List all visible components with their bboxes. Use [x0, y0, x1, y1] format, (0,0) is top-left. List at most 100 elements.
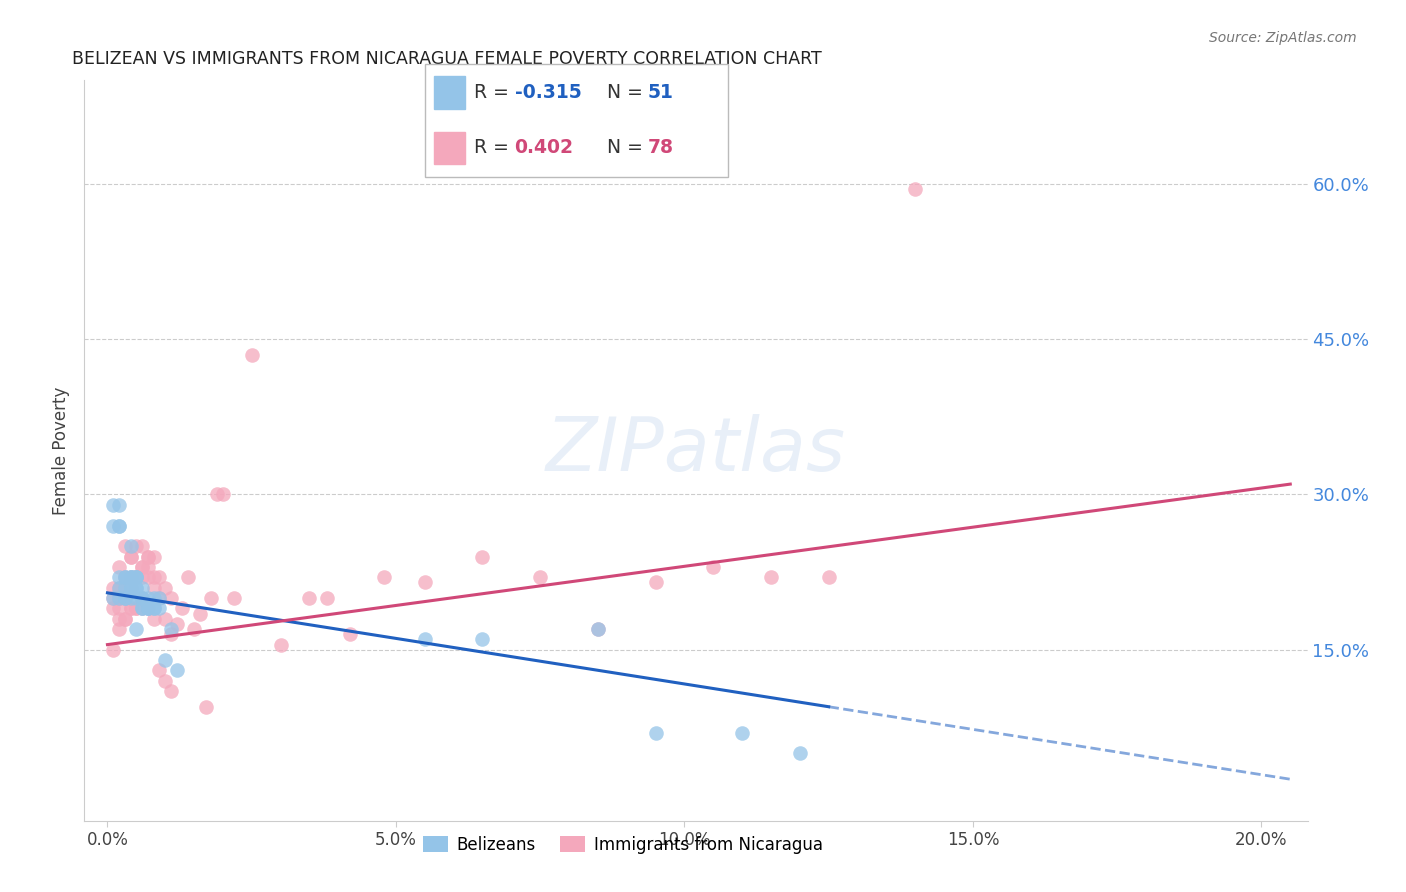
Point	[148, 591, 170, 605]
Point	[108, 518, 131, 533]
Point	[131, 560, 153, 574]
Point	[188, 607, 211, 621]
Point	[120, 581, 142, 595]
Point	[108, 591, 131, 605]
Point	[136, 570, 159, 584]
Point	[103, 518, 125, 533]
Point	[103, 498, 125, 512]
Bar	[434, 77, 465, 109]
Point	[136, 549, 159, 564]
Point	[125, 622, 148, 636]
Point	[125, 601, 148, 615]
Text: -0.315: -0.315	[515, 82, 581, 102]
Point	[103, 591, 125, 605]
Point	[131, 570, 153, 584]
Point	[120, 570, 142, 584]
Point	[114, 570, 136, 584]
Point	[125, 581, 148, 595]
Point	[153, 612, 176, 626]
Point	[142, 549, 165, 564]
Point	[211, 487, 233, 501]
Point	[120, 549, 142, 564]
Point	[644, 575, 666, 590]
Point	[904, 182, 927, 196]
Bar	[434, 132, 465, 164]
Point	[142, 601, 165, 615]
Text: BELIZEAN VS IMMIGRANTS FROM NICARAGUA FEMALE POVERTY CORRELATION CHART: BELIZEAN VS IMMIGRANTS FROM NICARAGUA FE…	[72, 50, 823, 68]
Point	[125, 570, 148, 584]
Point	[125, 570, 148, 584]
Text: R =: R =	[474, 138, 515, 157]
Point	[120, 570, 142, 584]
Point	[136, 591, 159, 605]
Point	[114, 570, 136, 584]
Point	[131, 601, 153, 615]
Point	[529, 570, 551, 584]
Point	[142, 581, 165, 595]
Point	[120, 539, 142, 553]
Point	[131, 591, 153, 605]
Point	[373, 570, 395, 584]
Point	[153, 581, 176, 595]
Point	[160, 627, 183, 641]
Point	[114, 612, 136, 626]
Point	[125, 570, 148, 584]
Point	[148, 591, 170, 605]
Point	[131, 591, 153, 605]
Point	[120, 570, 142, 584]
Text: R =: R =	[474, 82, 515, 102]
FancyBboxPatch shape	[425, 63, 728, 178]
Point	[108, 581, 131, 595]
Y-axis label: Female Poverty: Female Poverty	[52, 386, 70, 515]
Point	[114, 539, 136, 553]
Point	[108, 498, 131, 512]
Point	[789, 747, 811, 761]
Point	[125, 570, 148, 584]
Point	[298, 591, 321, 605]
Point	[142, 612, 165, 626]
Point	[114, 581, 136, 595]
Point	[108, 612, 131, 626]
Point	[120, 570, 142, 584]
Text: 51: 51	[648, 82, 673, 102]
Point	[142, 601, 165, 615]
Point	[114, 591, 136, 605]
Point	[108, 518, 131, 533]
Point	[586, 622, 609, 636]
Text: Source: ZipAtlas.com: Source: ZipAtlas.com	[1209, 31, 1357, 45]
Point	[131, 539, 153, 553]
Point	[103, 642, 125, 657]
Point	[166, 664, 188, 678]
Point	[817, 570, 839, 584]
Point	[103, 601, 125, 615]
Point	[148, 664, 170, 678]
Point	[413, 575, 436, 590]
Text: ZIPatlas: ZIPatlas	[546, 415, 846, 486]
Point	[142, 591, 165, 605]
Text: 78: 78	[648, 138, 673, 157]
Legend: Belizeans, Immigrants from Nicaragua: Belizeans, Immigrants from Nicaragua	[416, 829, 830, 861]
Point	[103, 581, 125, 595]
Point	[136, 549, 159, 564]
Point	[160, 622, 183, 636]
Point	[108, 591, 131, 605]
Point	[194, 699, 217, 714]
Point	[120, 581, 142, 595]
Point	[270, 638, 292, 652]
Point	[114, 591, 136, 605]
Point	[120, 601, 142, 615]
Point	[731, 725, 754, 739]
Point	[224, 591, 246, 605]
Point	[120, 591, 142, 605]
Point	[108, 591, 131, 605]
Point	[205, 487, 228, 501]
Point	[471, 549, 494, 564]
Point	[103, 591, 125, 605]
Point	[125, 570, 148, 584]
Point	[166, 616, 188, 631]
Point	[315, 591, 337, 605]
Point	[759, 570, 782, 584]
Point	[136, 560, 159, 574]
Point	[108, 570, 131, 584]
Point	[136, 601, 159, 615]
